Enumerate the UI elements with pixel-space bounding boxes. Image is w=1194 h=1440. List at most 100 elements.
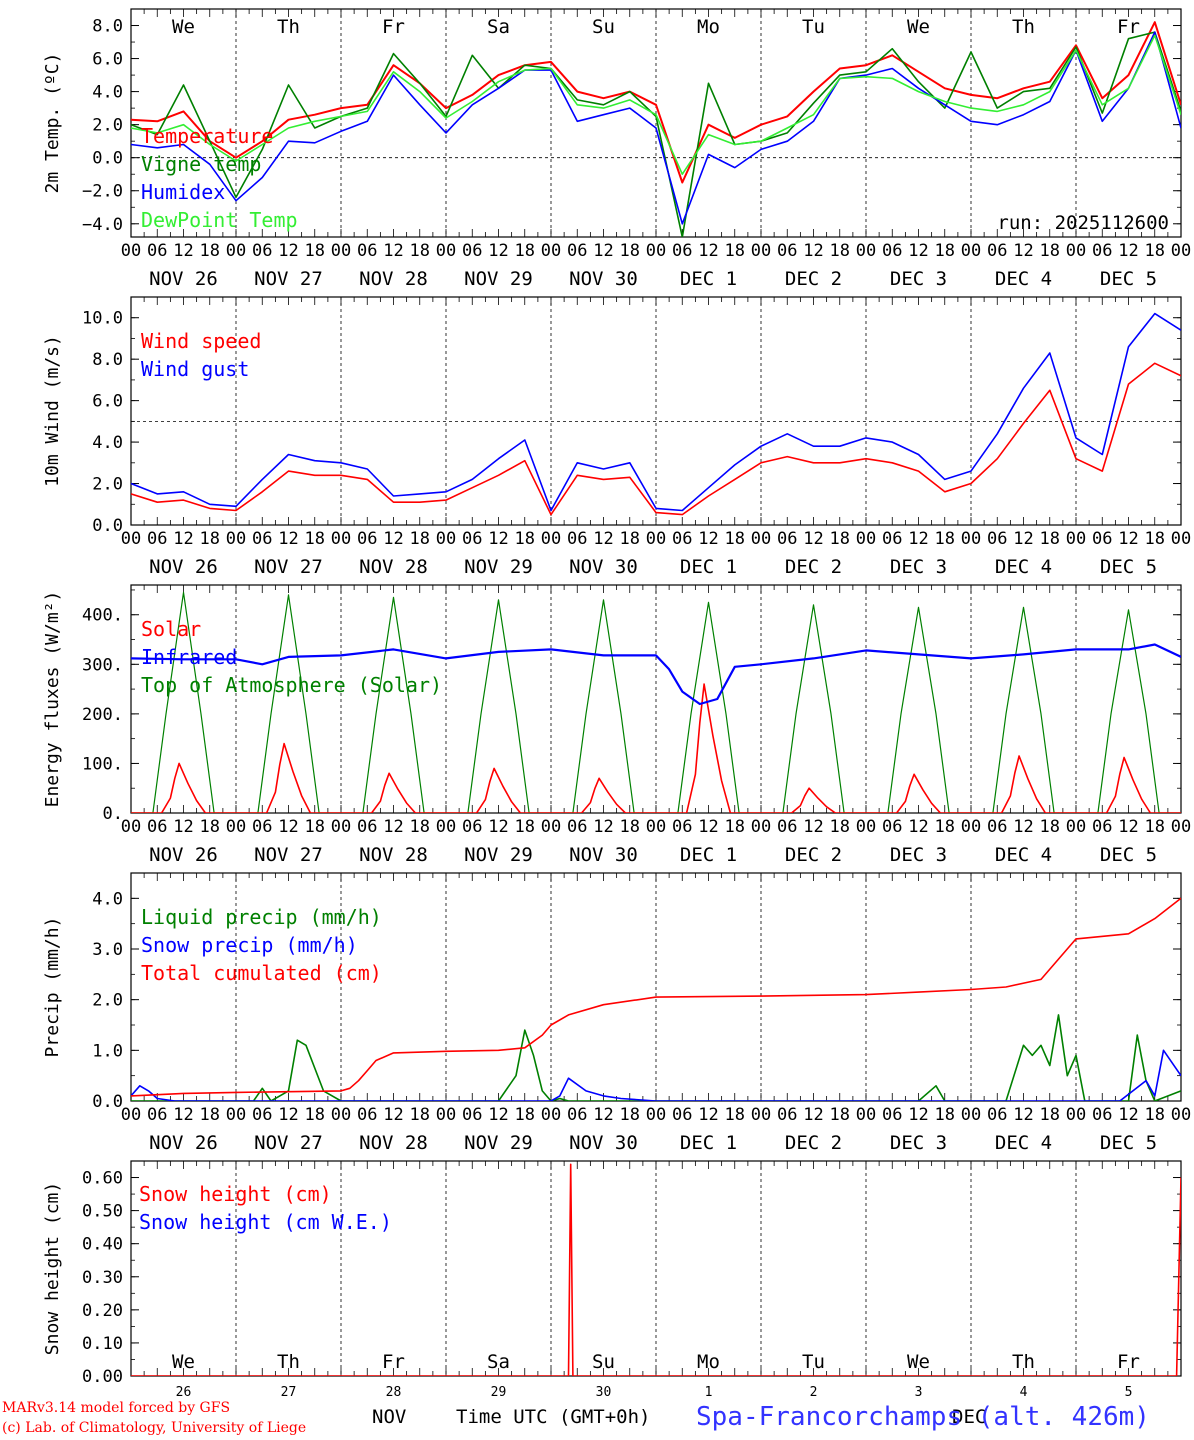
x-hour-label: 06	[672, 529, 692, 549]
x-hour-label: 00	[961, 529, 981, 549]
x-hour-label: 06	[987, 529, 1007, 549]
x-hour-label: 00	[331, 1105, 351, 1125]
x-hour-label: 06	[462, 241, 482, 261]
x-hour-label: 06	[252, 1105, 272, 1125]
x-date-label: NOV 30	[569, 1132, 638, 1154]
day-number-label: 1	[705, 1385, 713, 1400]
x-hour-label: 06	[882, 529, 902, 549]
panel-precip: 0.0 1.0 2.0 3.0 4.0 Precip (mm/h) 00 06 12 18 NOV …	[42, 872, 1191, 1154]
x-hour-label: 06	[357, 817, 377, 837]
x-date-label: NOV 28	[359, 1132, 428, 1154]
x-hour-label: 18	[830, 241, 850, 261]
weekday-label: Sa	[487, 16, 510, 38]
x-hour-label: 00	[331, 241, 351, 261]
x-hour-label: 00	[541, 241, 561, 261]
weekday-label: Th	[1012, 16, 1035, 38]
x-hour-label: 18	[935, 529, 955, 549]
footer-month-right: DEC	[952, 1406, 987, 1428]
x-hour-label: 18	[200, 529, 220, 549]
x-hour-label: 18	[410, 241, 430, 261]
footer-model-line2: (c) Lab. of Climatology, University of L…	[2, 1420, 307, 1436]
x-hour-label: 18	[1145, 1105, 1165, 1125]
x-hour-label: 12	[593, 529, 613, 549]
footer-station: Spa-Francorchamps (alt. 426m)	[696, 1402, 1150, 1432]
y-axis-label: Energy fluxes (W/m²)	[42, 591, 63, 808]
x-hour-label: 18	[1040, 1105, 1060, 1125]
x-hour-label: 06	[1092, 1105, 1112, 1125]
legend-entry: Wind speed	[141, 329, 261, 353]
x-hour-label: 12	[383, 1105, 403, 1125]
x-hour-label: 06	[672, 817, 692, 837]
x-hour-label: 00	[121, 529, 141, 549]
x-date-label: NOV 30	[569, 556, 638, 578]
footer-month-left: NOV	[372, 1406, 407, 1428]
x-hour-label: 12	[383, 529, 403, 549]
weekday-label: Fr	[382, 16, 405, 38]
x-hour-label: 00	[1171, 241, 1191, 261]
x-date-label: DEC 4	[995, 268, 1052, 290]
y-tick-label: 0.50	[82, 1202, 123, 1222]
x-hour-label: 18	[725, 1105, 745, 1125]
x-hour-label: 12	[908, 817, 928, 837]
x-hour-label: 00	[541, 817, 561, 837]
series-infrared	[131, 643, 1181, 706]
x-hour-label: 00	[226, 817, 246, 837]
y-tick-label: 6.0	[92, 392, 123, 412]
legend-entry: Snow precip (mm/h)	[141, 933, 358, 957]
x-hour-label: 00	[751, 817, 771, 837]
legend-entry: Vigne temp	[141, 152, 261, 176]
x-hour-label: 12	[698, 1105, 718, 1125]
x-date-label: DEC 1	[680, 1132, 737, 1154]
x-hour-label: 18	[515, 241, 535, 261]
x-hour-label: 06	[1092, 529, 1112, 549]
x-hour-label: 18	[515, 817, 535, 837]
y-tick-label: 3.0	[92, 940, 123, 960]
y-tick-label: 8.0	[92, 350, 123, 370]
weekday-label: Fr	[1117, 1351, 1140, 1373]
x-hour-label: 00	[856, 1105, 876, 1125]
x-hour-label: 18	[305, 529, 325, 549]
x-hour-label: 18	[515, 529, 535, 549]
x-hour-label: 18	[410, 1105, 430, 1125]
y-tick-label: 2.0	[92, 475, 123, 495]
x-hour-label: 06	[1092, 241, 1112, 261]
x-hour-label: 06	[1092, 817, 1112, 837]
y-tick-label: 0.40	[82, 1235, 123, 1255]
y-tick-label: 0.	[103, 804, 123, 824]
weekday-label: Mo	[697, 16, 720, 38]
series-wind-1	[131, 312, 1181, 512]
x-hour-label: 06	[987, 241, 1007, 261]
x-hour-label: 00	[226, 529, 246, 549]
x-date-label: NOV 27	[254, 844, 323, 866]
x-hour-label: 12	[698, 529, 718, 549]
weekday-label: Fr	[1117, 16, 1140, 38]
y-tick-label: 0.10	[82, 1334, 123, 1354]
y-axis-label: Precip (mm/h)	[42, 917, 63, 1058]
x-hour-label: 06	[777, 1105, 797, 1125]
weekday-label: We	[172, 1351, 195, 1373]
series-temp-0	[131, 21, 1181, 184]
y-tick-label: 400.	[82, 606, 123, 626]
x-hour-label: 00	[1066, 241, 1086, 261]
x-date-label: DEC 5	[1100, 1132, 1157, 1154]
x-hour-label: 18	[935, 241, 955, 261]
x-date-label: DEC 4	[995, 1132, 1052, 1154]
y-axis-label: 2m Temp. (ºC)	[42, 53, 63, 194]
x-date-label: DEC 2	[785, 1132, 842, 1154]
x-hour-label: 12	[1013, 529, 1033, 549]
x-hour-label: 18	[620, 1105, 640, 1125]
x-date-label: DEC 2	[785, 556, 842, 578]
weekday-label: Th	[277, 16, 300, 38]
x-date-label: NOV 27	[254, 268, 323, 290]
x-hour-label: 00	[541, 529, 561, 549]
y-tick-label: 8.0	[92, 17, 123, 37]
x-hour-label: 12	[173, 241, 193, 261]
x-hour-label: 12	[803, 241, 823, 261]
y-tick-label: 300.	[82, 655, 123, 675]
x-date-label: DEC 5	[1100, 556, 1157, 578]
x-hour-label: 00	[751, 529, 771, 549]
x-date-label: DEC 5	[1100, 844, 1157, 866]
legend-entry: Temperature	[141, 124, 273, 148]
x-hour-label: 12	[173, 529, 193, 549]
x-hour-label: 06	[777, 817, 797, 837]
